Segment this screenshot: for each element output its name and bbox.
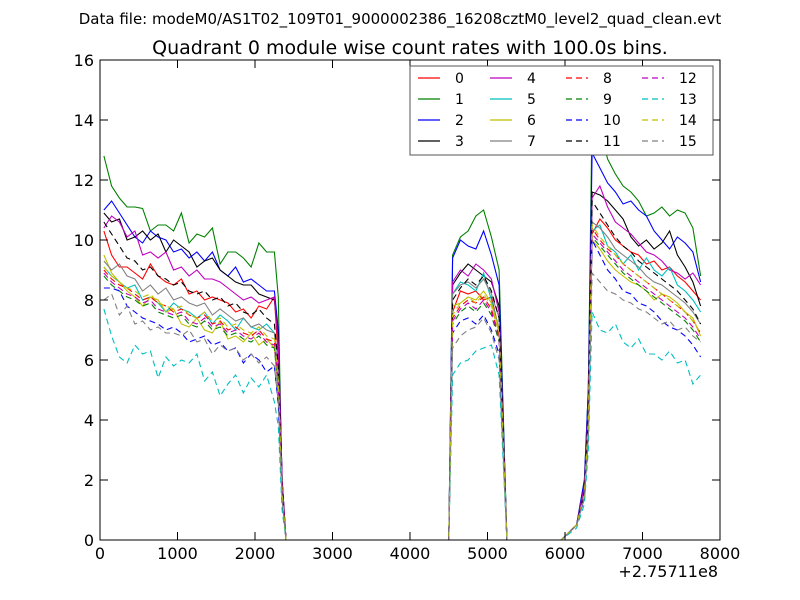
- legend-label-4: 4: [527, 71, 536, 87]
- legend-entry-4: 4: [490, 71, 536, 87]
- legend-entry-12: 12: [642, 71, 697, 87]
- legend-entry-10: 10: [566, 113, 621, 129]
- data-file-suptitle: Data file: modeM0/AS1T02_109T01_90000023…: [79, 10, 722, 29]
- series-line-14: [103, 223, 702, 541]
- y-tick-label: 4: [84, 411, 94, 430]
- x-tick-label: 2000: [235, 544, 276, 563]
- ticks-group: 0 1000 2000 3000 4000 5000 6000 7000 80000246810…: [74, 51, 741, 563]
- legend-entry-8: 8: [566, 71, 612, 87]
- chart-title: Quadrant 0 module wise count rates with …: [152, 37, 668, 59]
- legend-label-3: 3: [455, 134, 464, 150]
- legend-label-10: 10: [603, 113, 621, 129]
- y-tick-label: 16: [74, 51, 94, 70]
- legend-label-13: 13: [679, 92, 697, 108]
- legend-entry-1: 1: [418, 92, 464, 108]
- y-tick-label: 10: [74, 231, 94, 250]
- x-tick-label: 1000: [157, 544, 198, 563]
- x-tick-label: 3000: [312, 544, 353, 563]
- legend-label-8: 8: [603, 71, 612, 87]
- y-tick-label: 12: [74, 171, 94, 190]
- legend-entry-3: 3: [418, 134, 464, 150]
- legend-label-2: 2: [455, 113, 464, 129]
- x-tick-label: 7000: [622, 544, 663, 563]
- legend-entry-0: 0: [418, 71, 464, 87]
- x-tick-label: 8000: [700, 544, 741, 563]
- legend-entry-14: 14: [642, 113, 697, 129]
- y-tick-label: 2: [84, 471, 94, 490]
- legend-entry-13: 13: [642, 92, 697, 108]
- legend-label-9: 9: [603, 92, 612, 108]
- legend-entry-7: 7: [490, 134, 536, 150]
- x-tick-label: 5000: [467, 544, 508, 563]
- y-tick-label: 8: [84, 291, 94, 310]
- y-tick-label: 14: [74, 111, 94, 130]
- legend-entry-5: 5: [490, 92, 536, 108]
- legend-label-12: 12: [679, 71, 697, 87]
- legend-entry-2: 2: [418, 113, 464, 129]
- x-offset-label: +2.75711e8: [618, 562, 718, 581]
- series-line-13: [103, 308, 702, 541]
- legend-entry-11: 11: [566, 134, 621, 150]
- legend-label-0: 0: [455, 71, 464, 87]
- legend-label-11: 11: [603, 134, 621, 150]
- legend-label-15: 15: [679, 134, 697, 150]
- legend-label-14: 14: [679, 113, 697, 129]
- series-line-10: [103, 239, 702, 541]
- legend-label-6: 6: [527, 113, 536, 129]
- legend-label-1: 1: [455, 92, 464, 108]
- y-tick-label: 6: [84, 351, 94, 370]
- legend-entry-15: 15: [642, 134, 697, 150]
- legend-entry-9: 9: [566, 92, 612, 108]
- legend-entry-6: 6: [490, 113, 536, 129]
- legend-label-5: 5: [527, 92, 536, 108]
- y-tick-label: 0: [84, 531, 94, 550]
- x-tick-label: 0: [95, 544, 105, 563]
- legend-frame: [409, 65, 714, 156]
- legend-label-7: 7: [527, 134, 536, 150]
- x-tick-label: 4000: [390, 544, 431, 563]
- x-tick-label: 6000: [545, 544, 586, 563]
